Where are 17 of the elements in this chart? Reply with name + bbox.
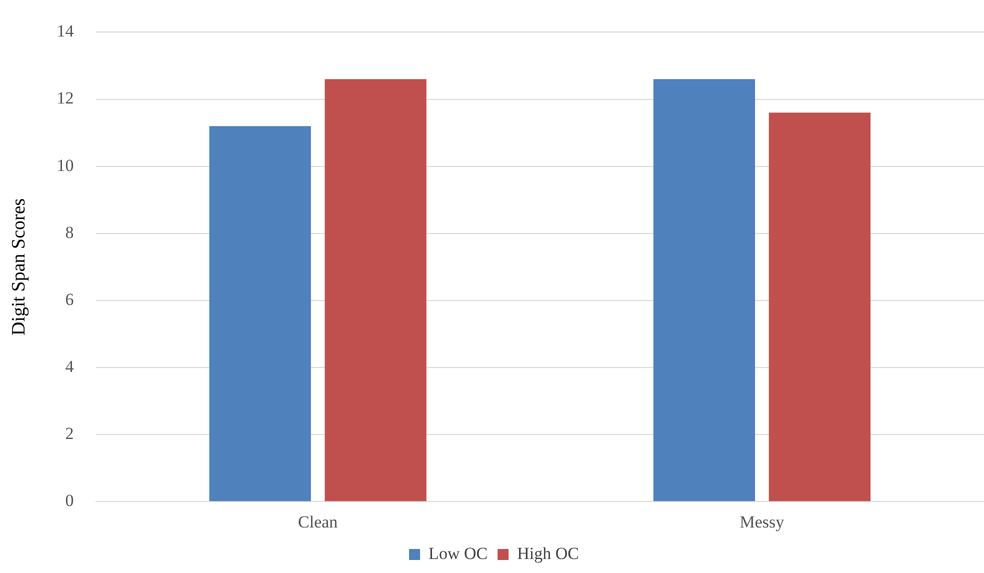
y-tick-label: 4: [65, 356, 74, 376]
bar: [209, 126, 311, 502]
bar: [653, 79, 756, 502]
y-axis-title: Digit Span Scores: [8, 198, 30, 336]
y-tick-label: 8: [65, 222, 74, 242]
bar: [768, 112, 870, 502]
y-tick-label: 6: [65, 290, 74, 309]
bar: [324, 79, 426, 502]
x-tick-label: Messy: [740, 512, 785, 532]
y-tick-label: 14: [56, 22, 74, 41]
legend-label: Low OC: [428, 544, 488, 563]
legend-label: High OC: [517, 544, 579, 563]
y-tick-label: 12: [56, 88, 74, 108]
y-tick-label: 0: [65, 491, 74, 510]
x-tick-label: Clean: [298, 512, 338, 532]
y-tick-label: 2: [65, 424, 74, 444]
y-tick-label: 10: [56, 156, 74, 175]
